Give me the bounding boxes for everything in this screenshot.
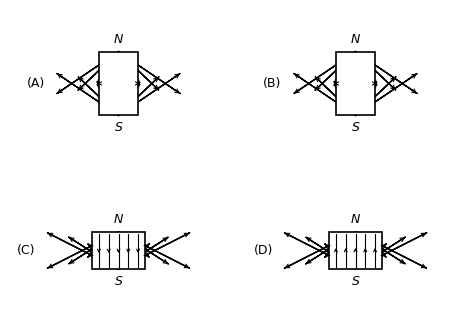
Text: (B): (B) xyxy=(264,77,282,90)
Text: S: S xyxy=(352,121,359,134)
Text: (D): (D) xyxy=(254,244,273,257)
Bar xyxy=(92,232,145,269)
Bar xyxy=(336,52,375,115)
Bar xyxy=(99,52,138,115)
Bar xyxy=(329,232,382,269)
Text: N: N xyxy=(114,213,123,226)
Text: N: N xyxy=(114,33,123,46)
Text: S: S xyxy=(115,275,122,288)
Text: (A): (A) xyxy=(27,77,45,90)
Text: N: N xyxy=(351,33,360,46)
Text: N: N xyxy=(351,213,360,226)
Text: (C): (C) xyxy=(17,244,36,257)
Text: S: S xyxy=(352,275,359,288)
Text: S: S xyxy=(115,121,122,134)
